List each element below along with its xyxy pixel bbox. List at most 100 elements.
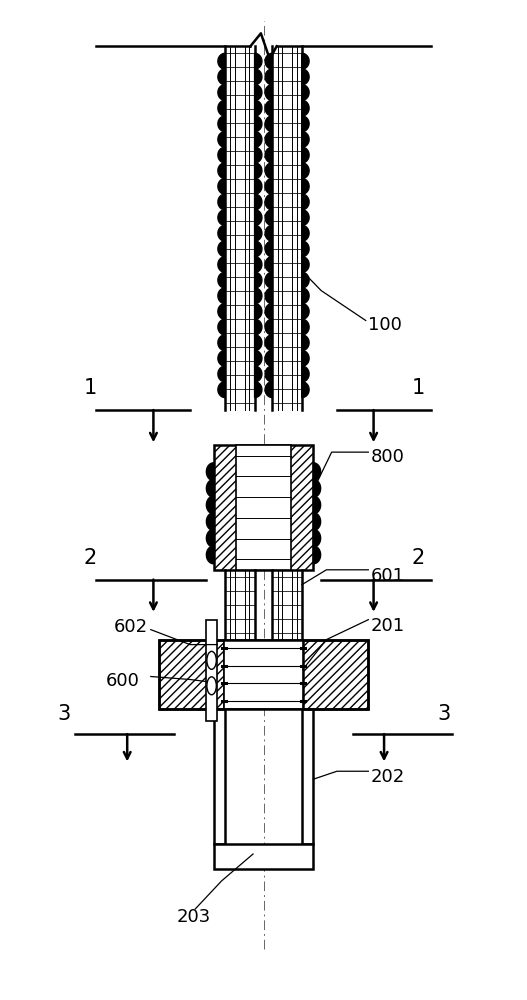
Text: 602: 602 [114, 618, 148, 636]
Polygon shape [265, 85, 272, 100]
Polygon shape [302, 350, 309, 366]
Polygon shape [218, 131, 225, 147]
Text: 201: 201 [371, 617, 405, 635]
Polygon shape [218, 163, 225, 179]
Polygon shape [265, 210, 272, 226]
Polygon shape [218, 350, 225, 366]
Polygon shape [265, 288, 272, 304]
Polygon shape [218, 100, 225, 116]
Polygon shape [218, 210, 225, 226]
Polygon shape [265, 303, 272, 319]
Polygon shape [302, 257, 309, 272]
Polygon shape [255, 53, 262, 69]
Polygon shape [255, 366, 262, 382]
Polygon shape [255, 257, 262, 272]
Polygon shape [302, 272, 309, 288]
Polygon shape [302, 163, 309, 179]
Polygon shape [218, 366, 225, 382]
Polygon shape [255, 225, 262, 241]
Text: 601: 601 [371, 567, 405, 585]
Polygon shape [265, 257, 272, 272]
Bar [303, 640, 368, 709]
Polygon shape [255, 319, 262, 335]
Polygon shape [302, 225, 309, 241]
Polygon shape [302, 116, 309, 132]
Circle shape [207, 651, 216, 669]
Polygon shape [302, 100, 309, 116]
Polygon shape [218, 178, 225, 194]
Polygon shape [255, 147, 262, 163]
Polygon shape [255, 163, 262, 179]
Polygon shape [255, 85, 262, 100]
Text: 3: 3 [57, 704, 71, 724]
Polygon shape [218, 116, 225, 132]
Polygon shape [207, 463, 214, 481]
Polygon shape [302, 210, 309, 226]
Text: 202: 202 [371, 768, 405, 786]
Polygon shape [255, 241, 262, 257]
Polygon shape [265, 382, 272, 398]
Polygon shape [218, 225, 225, 241]
Circle shape [207, 677, 216, 695]
Polygon shape [218, 288, 225, 304]
Bar [206, 620, 217, 721]
Bar [302, 709, 313, 844]
Text: 600: 600 [106, 672, 140, 690]
Polygon shape [265, 194, 272, 210]
Bar [224, 640, 303, 709]
Polygon shape [265, 319, 272, 335]
Polygon shape [218, 303, 225, 319]
Polygon shape [302, 335, 309, 351]
Polygon shape [207, 479, 214, 497]
Polygon shape [265, 53, 272, 69]
Polygon shape [218, 335, 225, 351]
Polygon shape [255, 131, 262, 147]
Polygon shape [207, 529, 214, 547]
Polygon shape [218, 382, 225, 398]
Polygon shape [255, 288, 262, 304]
Polygon shape [313, 546, 320, 564]
Polygon shape [255, 303, 262, 319]
Bar [159, 640, 368, 709]
Polygon shape [265, 69, 272, 85]
Polygon shape [265, 131, 272, 147]
Text: 203: 203 [177, 908, 211, 926]
Bar [236, 445, 291, 570]
Polygon shape [265, 163, 272, 179]
Polygon shape [302, 382, 309, 398]
Polygon shape [302, 69, 309, 85]
Polygon shape [218, 241, 225, 257]
Text: 2: 2 [84, 548, 97, 568]
Polygon shape [218, 257, 225, 272]
Text: 1: 1 [412, 378, 425, 398]
Text: 2: 2 [412, 548, 425, 568]
Polygon shape [313, 479, 320, 497]
Text: 3: 3 [438, 704, 451, 724]
Polygon shape [218, 319, 225, 335]
Polygon shape [218, 85, 225, 100]
Polygon shape [302, 53, 309, 69]
Polygon shape [255, 272, 262, 288]
Polygon shape [302, 131, 309, 147]
Polygon shape [265, 241, 272, 257]
Polygon shape [302, 241, 309, 257]
Text: 1: 1 [84, 378, 97, 398]
Polygon shape [218, 147, 225, 163]
Polygon shape [265, 366, 272, 382]
Polygon shape [313, 463, 320, 481]
Polygon shape [265, 147, 272, 163]
Polygon shape [255, 194, 262, 210]
Polygon shape [302, 303, 309, 319]
Polygon shape [302, 319, 309, 335]
Polygon shape [218, 272, 225, 288]
Polygon shape [265, 116, 272, 132]
Polygon shape [265, 335, 272, 351]
Polygon shape [255, 116, 262, 132]
Polygon shape [255, 210, 262, 226]
Text: 100: 100 [368, 316, 402, 334]
Polygon shape [265, 178, 272, 194]
Polygon shape [302, 288, 309, 304]
Polygon shape [302, 366, 309, 382]
Polygon shape [218, 194, 225, 210]
Polygon shape [207, 513, 214, 531]
